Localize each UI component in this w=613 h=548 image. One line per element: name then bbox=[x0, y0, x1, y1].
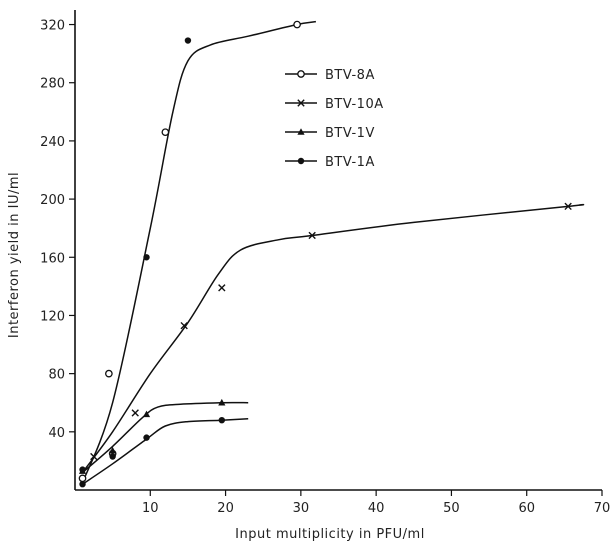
data-point-btv-8a bbox=[105, 369, 113, 378]
data-point-btv-10a bbox=[308, 231, 316, 240]
x-tick-label: 70 bbox=[594, 501, 611, 516]
data-point-btv-10a bbox=[90, 452, 98, 461]
data-point-btv-10a bbox=[218, 284, 226, 292]
data-point-btv-8a bbox=[78, 474, 87, 483]
y-tick-label: 240 bbox=[40, 135, 65, 150]
legend-label-btv-10a: BTV-10A bbox=[325, 97, 384, 112]
x-tick-label: 60 bbox=[518, 501, 535, 516]
y-tick-label: 280 bbox=[40, 77, 65, 92]
legend-entry-btv-8a: BTV-8A bbox=[285, 68, 375, 83]
y-tick-label: 320 bbox=[40, 19, 65, 34]
data-point-btv-1a bbox=[218, 416, 226, 424]
series-line-btv-10a bbox=[81, 203, 585, 473]
x-tick-label: 30 bbox=[293, 501, 310, 516]
legend-marker-btv-1v bbox=[297, 128, 305, 135]
data-point-btv-1a bbox=[109, 453, 116, 460]
data-point-btv-1a bbox=[79, 466, 86, 473]
data-point-btv-1a bbox=[184, 37, 192, 44]
legend-entry-btv-1v: BTV-1V bbox=[285, 126, 375, 141]
y-tick-label: 160 bbox=[40, 251, 65, 266]
chart-legend: BTV-8A BTV-10A BTV-1V BTV-1A bbox=[285, 68, 384, 170]
data-point-btv-1a bbox=[143, 434, 150, 441]
legend-marker-btv-1a bbox=[297, 157, 305, 165]
y-tick-label: 120 bbox=[40, 309, 65, 324]
y-tick-label: 200 bbox=[40, 193, 65, 208]
data-point-btv-10a bbox=[131, 409, 139, 417]
data-point-btv-8a bbox=[161, 128, 170, 137]
data-point-btv-1v bbox=[109, 446, 117, 454]
legend-entry-btv-10a: BTV-10A bbox=[285, 97, 384, 112]
data-point-btv-1v bbox=[218, 398, 226, 406]
data-point-btv-10a bbox=[564, 202, 572, 211]
legend-marker-btv-10a bbox=[297, 99, 305, 107]
chart-series-curves bbox=[81, 20, 585, 485]
legend-label-btv-1v: BTV-1V bbox=[325, 126, 375, 141]
x-tick-label: 50 bbox=[443, 501, 460, 516]
x-tick-label: 40 bbox=[368, 501, 385, 516]
legend-marker-btv-8a bbox=[297, 70, 305, 78]
x-tick-label: 10 bbox=[142, 501, 159, 516]
legend-entry-btv-1a: BTV-1A bbox=[285, 155, 375, 170]
y-axis-title: Interferon yield in IU/ml bbox=[7, 172, 22, 338]
series-line-btv-8a bbox=[81, 20, 317, 483]
series-line-btv-1v bbox=[82, 401, 249, 474]
legend-label-btv-8a: BTV-8A bbox=[325, 68, 375, 83]
data-point-btv-8a bbox=[293, 20, 301, 29]
x-axis-title: Input multiplicity in PFU/ml bbox=[235, 527, 425, 542]
legend-label-btv-1a: BTV-1A bbox=[325, 155, 375, 170]
chart-series-markers bbox=[78, 20, 572, 488]
data-point-btv-1a bbox=[79, 480, 86, 488]
data-point-btv-10a bbox=[180, 321, 188, 330]
x-tick-label: 20 bbox=[217, 501, 234, 516]
data-point-btv-1v bbox=[142, 410, 151, 418]
y-tick-label: 80 bbox=[48, 368, 65, 383]
chart-axes: 10 20 30 40 50 60 70 40 80 120 160 200 240 280 320 bbox=[40, 10, 610, 516]
y-tick-label: 40 bbox=[48, 426, 65, 441]
data-point-btv-1a bbox=[143, 254, 150, 261]
